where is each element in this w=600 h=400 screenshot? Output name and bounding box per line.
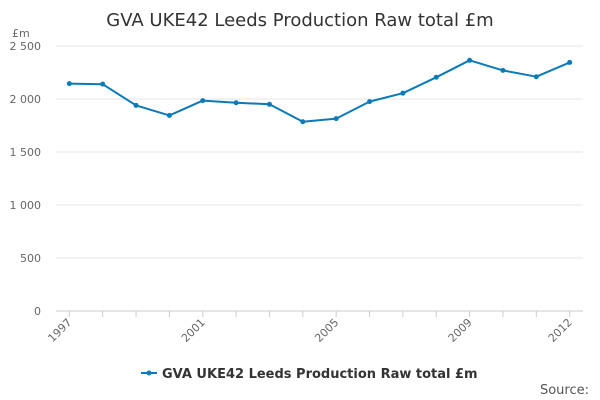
series-group (66, 57, 573, 125)
data-point (166, 112, 172, 118)
data-point (100, 81, 106, 87)
x-axis: 1997 2001 2005 2009 2012 (45, 311, 575, 345)
x-tick-label: 2009 (446, 316, 475, 345)
legend-series-marker (146, 370, 152, 376)
data-point (133, 102, 139, 108)
data-point (66, 81, 72, 87)
x-tick-label: 2001 (179, 316, 208, 345)
gridlines (56, 45, 583, 312)
data-point (233, 100, 239, 106)
data-point (266, 101, 272, 107)
y-tick-label: 2 500 (10, 40, 42, 53)
data-point (200, 98, 206, 104)
x-tick-label: 2005 (312, 316, 341, 345)
data-point (300, 119, 306, 125)
data-point (533, 74, 539, 80)
data-point (333, 116, 339, 122)
source-label: Source: (540, 383, 589, 398)
y-tick-label: 0 (34, 305, 41, 318)
x-tick-label: 1997 (45, 316, 74, 345)
legend[interactable]: GVA UKE42 Leeds Production Raw total £m (141, 367, 478, 382)
x-tick-label: 2012 (546, 316, 575, 345)
data-point (367, 99, 373, 105)
series-line (69, 59, 571, 123)
data-point (567, 59, 573, 65)
data-point (400, 90, 406, 96)
data-point (500, 67, 506, 73)
data-point (433, 74, 439, 80)
y-axis-unit-label: £m (12, 27, 30, 40)
y-axis-ticks: 0 500 1 000 1 500 2 000 2 500 (10, 40, 42, 318)
legend-series-label: GVA UKE42 Leeds Production Raw total £m (162, 367, 478, 382)
y-tick-label: 2 000 (10, 93, 42, 106)
y-tick-label: 1 000 (10, 199, 42, 212)
y-tick-label: 500 (20, 252, 41, 265)
data-point (467, 57, 473, 63)
y-tick-label: 1 500 (10, 146, 42, 159)
chart-title: GVA UKE42 Leeds Production Raw total £m (106, 10, 493, 31)
